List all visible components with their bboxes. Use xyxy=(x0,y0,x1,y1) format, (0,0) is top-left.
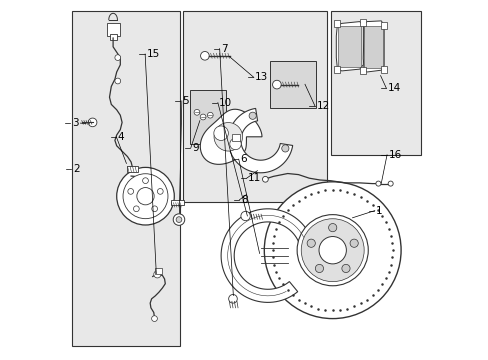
Circle shape xyxy=(200,51,209,60)
Bar xyxy=(72,11,179,346)
Text: 15: 15 xyxy=(146,49,160,59)
Bar xyxy=(381,66,386,73)
Text: 5: 5 xyxy=(182,96,188,106)
Text: 1: 1 xyxy=(375,206,382,216)
Bar xyxy=(127,166,138,172)
Polygon shape xyxy=(221,209,312,302)
Circle shape xyxy=(262,176,268,182)
Circle shape xyxy=(341,264,349,273)
Circle shape xyxy=(127,189,133,194)
Circle shape xyxy=(194,109,200,115)
Circle shape xyxy=(318,237,346,264)
Circle shape xyxy=(133,206,139,212)
Circle shape xyxy=(173,214,184,225)
Bar xyxy=(330,11,420,155)
Circle shape xyxy=(151,316,157,321)
Bar xyxy=(333,20,339,27)
Circle shape xyxy=(200,114,205,120)
Bar xyxy=(231,134,239,141)
Circle shape xyxy=(88,118,97,127)
Circle shape xyxy=(115,55,121,60)
Bar xyxy=(338,26,361,67)
Circle shape xyxy=(306,239,315,247)
Bar xyxy=(155,268,162,274)
Bar xyxy=(269,61,316,108)
Circle shape xyxy=(157,189,163,194)
Text: 8: 8 xyxy=(241,195,247,205)
Circle shape xyxy=(297,215,367,286)
Bar xyxy=(381,22,386,29)
Bar xyxy=(171,200,183,205)
Circle shape xyxy=(137,188,154,205)
Circle shape xyxy=(213,126,228,140)
Circle shape xyxy=(264,182,400,319)
Text: 2: 2 xyxy=(73,164,80,174)
Circle shape xyxy=(248,112,256,120)
Bar xyxy=(106,23,120,36)
Bar xyxy=(190,90,226,144)
Bar xyxy=(364,26,382,68)
Circle shape xyxy=(387,181,392,186)
Circle shape xyxy=(176,217,182,222)
Polygon shape xyxy=(200,109,262,164)
Circle shape xyxy=(115,78,121,84)
Circle shape xyxy=(229,138,241,150)
Polygon shape xyxy=(336,22,363,71)
Circle shape xyxy=(281,145,288,152)
Text: 11: 11 xyxy=(247,173,261,183)
Circle shape xyxy=(117,167,174,225)
Circle shape xyxy=(272,80,281,89)
Circle shape xyxy=(142,178,148,184)
Bar xyxy=(360,67,366,74)
Circle shape xyxy=(153,271,161,278)
Circle shape xyxy=(207,112,213,118)
Text: 6: 6 xyxy=(240,154,246,164)
Text: 14: 14 xyxy=(387,83,400,93)
Circle shape xyxy=(123,174,167,219)
Circle shape xyxy=(349,239,358,247)
Circle shape xyxy=(328,224,336,232)
Text: 3: 3 xyxy=(72,118,78,128)
Bar xyxy=(183,11,326,202)
Bar xyxy=(333,66,339,73)
Circle shape xyxy=(228,294,237,303)
Text: 12: 12 xyxy=(316,101,329,111)
Bar xyxy=(360,19,366,26)
Text: 9: 9 xyxy=(192,143,199,153)
Text: 16: 16 xyxy=(387,150,401,160)
Text: 7: 7 xyxy=(221,44,227,54)
Polygon shape xyxy=(228,108,292,173)
Text: 10: 10 xyxy=(219,98,232,108)
Bar xyxy=(109,34,117,40)
Polygon shape xyxy=(363,21,384,72)
Circle shape xyxy=(375,181,380,186)
Text: 4: 4 xyxy=(118,132,124,142)
Circle shape xyxy=(241,211,250,221)
Text: 13: 13 xyxy=(255,72,268,82)
Circle shape xyxy=(214,122,242,151)
Circle shape xyxy=(151,206,157,212)
Circle shape xyxy=(315,264,323,273)
Circle shape xyxy=(301,219,364,282)
